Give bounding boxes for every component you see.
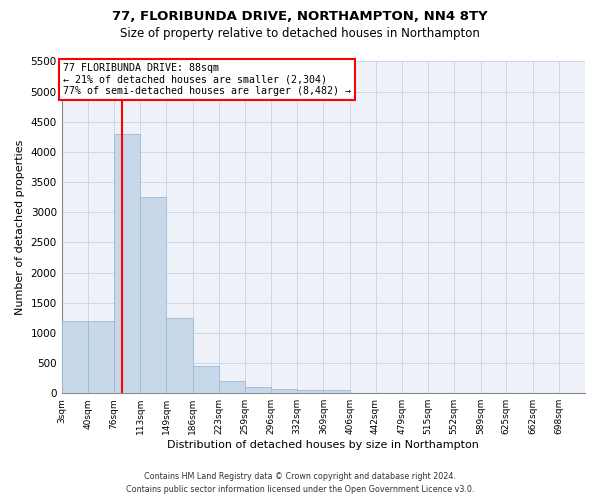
X-axis label: Distribution of detached houses by size in Northampton: Distribution of detached houses by size … (167, 440, 479, 450)
Bar (245, 387, 271, 393)
Bar (62, 321, 88, 393)
Y-axis label: Number of detached properties: Number of detached properties (15, 140, 25, 315)
Text: Contains HM Land Registry data © Crown copyright and database right 2024.
Contai: Contains HM Land Registry data © Crown c… (126, 472, 474, 494)
Bar (323, 390, 350, 393)
Bar (219, 381, 245, 393)
Text: Size of property relative to detached houses in Northampton: Size of property relative to detached ho… (120, 28, 480, 40)
Bar (140, 197, 166, 393)
Bar (88, 321, 114, 393)
Bar (193, 366, 219, 393)
Text: 77, FLORIBUNDA DRIVE, NORTHAMPTON, NN4 8TY: 77, FLORIBUNDA DRIVE, NORTHAMPTON, NN4 8… (112, 10, 488, 23)
Bar (271, 388, 297, 393)
Bar (297, 390, 323, 393)
Text: 77 FLORIBUNDA DRIVE: 88sqm
← 21% of detached houses are smaller (2,304)
77% of s: 77 FLORIBUNDA DRIVE: 88sqm ← 21% of deta… (63, 62, 351, 96)
Bar (166, 318, 193, 393)
Bar (114, 134, 140, 393)
